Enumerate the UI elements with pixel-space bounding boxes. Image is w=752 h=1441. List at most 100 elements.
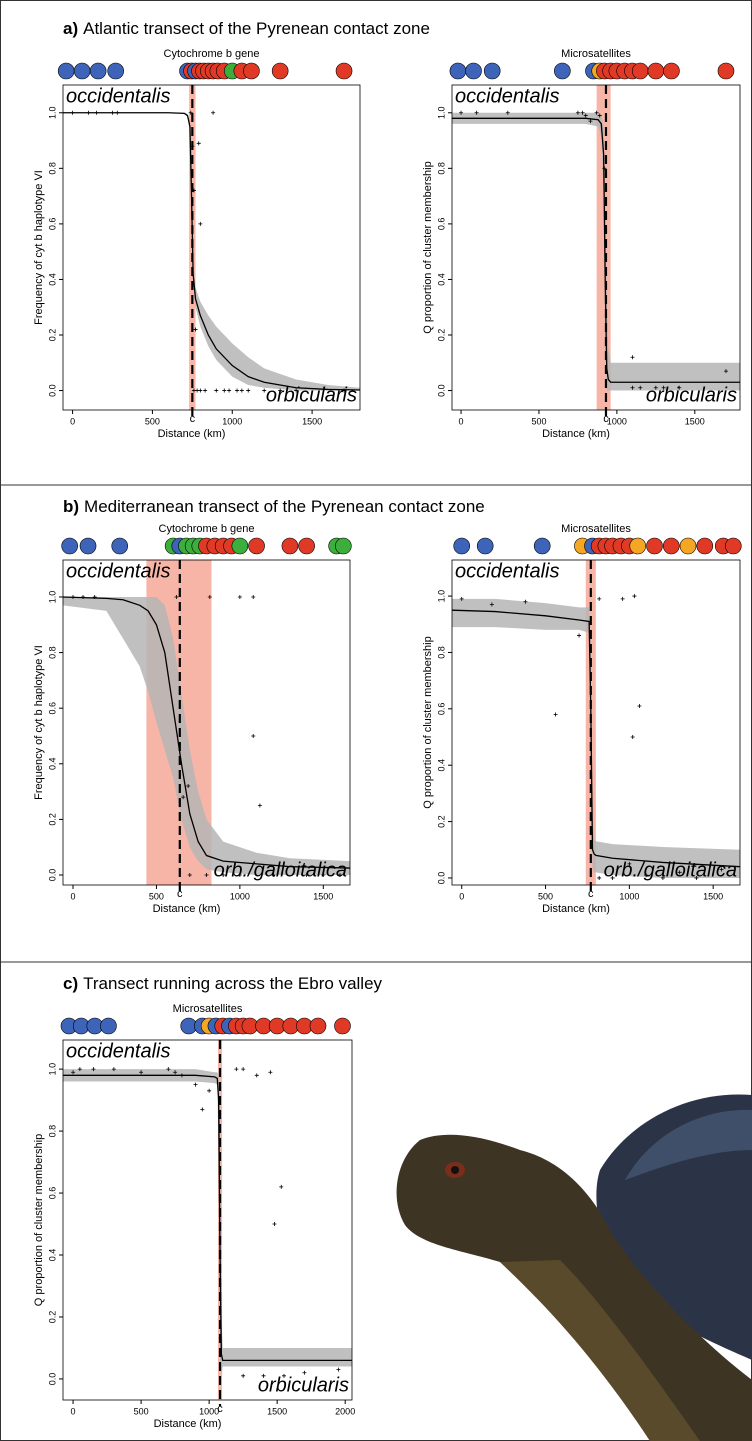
data-point: [241, 1373, 246, 1378]
data-point: [234, 1067, 239, 1072]
y-tick-label: 0.8: [47, 646, 57, 659]
x-axis-label: Distance (km): [158, 428, 226, 440]
upper-label: occidentalis: [66, 560, 171, 582]
center-label: c: [588, 888, 594, 900]
chart-title: Cytochrome b gene: [159, 523, 255, 535]
y-tick-label: 0.8: [436, 646, 446, 659]
y-tick-label: 1.0: [47, 1063, 57, 1076]
data-point: [294, 388, 299, 393]
sampling-site: [271, 62, 289, 80]
y-tick-label: 0.2: [47, 329, 57, 342]
sampling-site: [533, 537, 551, 555]
sampling-site: [335, 62, 353, 80]
panel-header: c) Transect running across the Ebro valle…: [63, 974, 383, 993]
data-point: [207, 1088, 212, 1093]
sampling-site: [631, 62, 649, 80]
sampling-site: [647, 62, 665, 80]
data-point: [193, 1082, 198, 1087]
y-tick-label: 0.6: [47, 1187, 57, 1200]
sampling-site: [724, 537, 742, 555]
y-tick-label: 1.0: [436, 590, 446, 603]
y-tick-label: 0.2: [436, 329, 446, 342]
data-point: [193, 327, 198, 332]
data-point: [677, 385, 682, 390]
sampling-site: [662, 537, 680, 555]
x-axis-label: Distance (km): [542, 428, 610, 440]
data-point: [723, 369, 728, 374]
confidence-band: [452, 598, 740, 878]
panel-title: Mediterranean transect of the Pyrenean c…: [84, 497, 485, 516]
y-axis-label: Q proportion of cluster membership: [422, 161, 434, 333]
data-point: [190, 144, 195, 149]
plot-area: [452, 85, 740, 410]
data-point: [694, 875, 699, 880]
data-point: [235, 388, 240, 393]
lower-label: orbicularis: [646, 384, 737, 406]
cline-curve: [63, 1074, 352, 1361]
upper-label: occidentalis: [66, 1040, 171, 1062]
panel-label: a): [63, 19, 78, 38]
sampling-site: [100, 1017, 117, 1035]
confidence-band: [63, 112, 360, 391]
data-point: [459, 110, 464, 115]
lower-label: orb./galloitalica: [214, 859, 347, 881]
lower-label: orbicularis: [266, 384, 357, 406]
data-point: [211, 110, 216, 115]
data-point: [321, 872, 326, 877]
data-point: [719, 867, 724, 872]
data-point: [237, 594, 242, 599]
cline-curve: [63, 596, 350, 869]
data-point: [577, 633, 582, 638]
sampling-site: [57, 62, 75, 80]
data-point: [77, 1067, 82, 1072]
data-point: [261, 1373, 266, 1378]
data-point: [272, 1222, 277, 1227]
data-point: [594, 110, 599, 115]
y-tick-label: 0.4: [47, 758, 57, 771]
data-point: [630, 355, 635, 360]
y-axis-label: Q proportion of cluster membership: [33, 1134, 45, 1306]
center-label: c: [603, 413, 609, 425]
data-point: [191, 188, 196, 193]
data-point: [597, 113, 602, 118]
y-tick-label: 0.8: [47, 1125, 57, 1138]
plot-area: [63, 1040, 352, 1400]
data-point: [336, 1367, 341, 1372]
sampling-site: [335, 537, 352, 555]
data-point: [222, 388, 227, 393]
confidence-band: [452, 112, 740, 391]
data-point: [583, 113, 588, 118]
y-axis-label: Frequency of cyt b haplotype VI: [33, 170, 45, 325]
data-point: [597, 596, 602, 601]
sampling-site: [61, 537, 78, 555]
y-tick-label: 0.0: [47, 384, 57, 397]
y-tick-label: 0.0: [47, 869, 57, 882]
x-axis-label: Distance (km): [153, 903, 221, 915]
sampling-site: [629, 537, 647, 555]
data-point: [627, 861, 632, 866]
y-tick-label: 0.2: [47, 813, 57, 826]
data-point: [81, 594, 86, 599]
data-point: [173, 1070, 178, 1075]
sampling-site: [309, 1017, 327, 1035]
panel-header: b) Mediterranean transect of the Pyrenean…: [63, 497, 485, 516]
data-point: [91, 1067, 96, 1072]
data-point: [196, 141, 201, 146]
x-tick-label: 1500: [313, 891, 333, 901]
turtle-photo: [396, 1094, 752, 1441]
data-point: [474, 110, 479, 115]
center-label: c: [190, 413, 196, 425]
data-point: [637, 704, 642, 709]
x-tick-label: 0: [459, 416, 464, 426]
center-label: c: [177, 888, 183, 900]
data-point: [239, 388, 244, 393]
x-axis-label: Distance (km): [154, 1418, 222, 1430]
y-tick-label: 0.0: [436, 384, 446, 397]
sampling-site: [453, 537, 471, 555]
data-point: [575, 110, 580, 115]
x-tick-label: 500: [134, 1406, 149, 1416]
data-point: [251, 594, 256, 599]
sampling-site: [107, 62, 124, 80]
y-tick-label: 0.2: [436, 815, 446, 828]
data-point: [677, 870, 682, 875]
